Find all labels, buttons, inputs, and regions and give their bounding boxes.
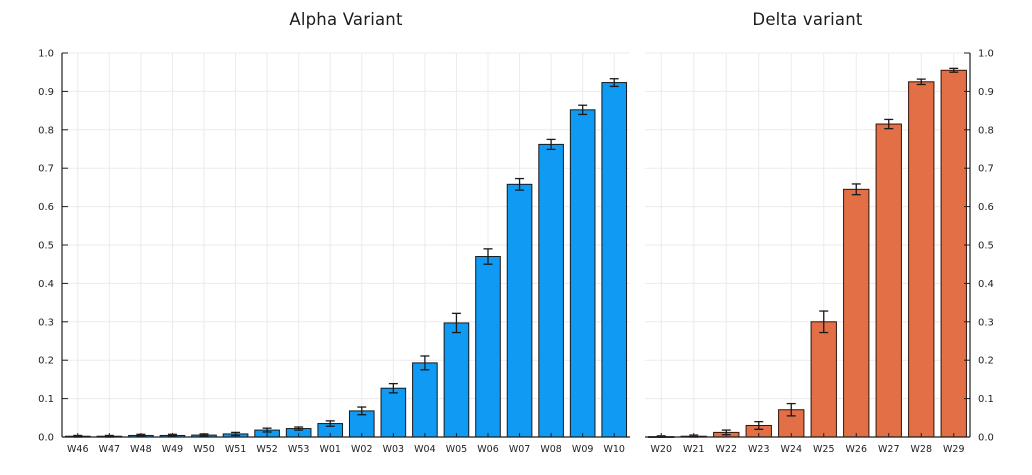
alpha-variant-plot: W46 W47 W48 W49 W50 W51 W52 W53 W01 W02 W03 W04 W05 W… bbox=[38, 49, 630, 455]
y-tick-label: 0.1 bbox=[38, 394, 54, 405]
y-tick-label: 0.7 bbox=[38, 164, 54, 175]
y-tick-label: 0.9 bbox=[978, 87, 994, 98]
x-tick-label: W29 bbox=[943, 444, 964, 455]
error-bar-W23 bbox=[754, 420, 764, 430]
bar-W29 bbox=[940, 69, 967, 438]
x-tick-label: W08 bbox=[540, 444, 561, 455]
y-tick-label: 0.5 bbox=[978, 241, 994, 252]
error-bar-W08 bbox=[546, 138, 556, 151]
bar-W05 bbox=[443, 322, 470, 438]
bar-W08 bbox=[538, 143, 564, 438]
error-bar-W03 bbox=[388, 382, 398, 394]
bar-W25 bbox=[810, 321, 837, 438]
error-bar-W53 bbox=[294, 426, 304, 431]
x-tick-label: W01 bbox=[319, 444, 340, 455]
x-tick-label: W22 bbox=[716, 444, 737, 455]
y-tick-label: 1.0 bbox=[978, 49, 994, 60]
error-bar-W26 bbox=[851, 183, 861, 196]
error-bar-W24 bbox=[786, 402, 796, 417]
y-tick-label: 0.8 bbox=[38, 125, 54, 136]
error-bar-W02 bbox=[357, 406, 367, 416]
x-tick-label: W09 bbox=[572, 444, 593, 455]
x-tick-label: W02 bbox=[351, 444, 372, 455]
error-bar-W25 bbox=[819, 310, 829, 334]
error-bar-W05 bbox=[451, 312, 461, 334]
y-tick-label: 0.6 bbox=[978, 202, 994, 213]
x-tick-label: W24 bbox=[781, 444, 802, 455]
x-tick-label: W04 bbox=[414, 444, 435, 455]
error-bar-W52 bbox=[262, 427, 272, 433]
bar-W09 bbox=[569, 109, 596, 438]
x-tick-label: W10 bbox=[603, 444, 624, 455]
bar-W10 bbox=[601, 82, 628, 438]
y-tick-label: 0.3 bbox=[978, 317, 994, 328]
error-bar-W10 bbox=[609, 78, 619, 88]
y-tick-label: 0.9 bbox=[38, 87, 54, 98]
error-bar-W01 bbox=[325, 420, 335, 427]
x-tick-label: W46 bbox=[67, 444, 88, 455]
y-tick-label: 0.1 bbox=[978, 394, 994, 405]
error-bar-W29 bbox=[949, 67, 959, 73]
y-tick-label: 0.0 bbox=[38, 433, 54, 444]
x-tick-label: W51 bbox=[225, 444, 246, 455]
x-tick-label: W07 bbox=[509, 444, 530, 455]
error-bar-W04 bbox=[420, 355, 430, 371]
y-tick-label: 0.8 bbox=[978, 125, 994, 136]
bar-W28 bbox=[908, 81, 935, 438]
delta-variant-plot: W20 W21 W22 W23 W24 W25 W26 W27 W28 W29 0.0 0.1 0.2 0… bbox=[645, 49, 994, 455]
x-tick-label: W06 bbox=[477, 444, 498, 455]
x-tick-label: W53 bbox=[288, 444, 309, 455]
bar-W26 bbox=[843, 188, 870, 438]
error-bar-W28 bbox=[916, 78, 926, 86]
bar-W04 bbox=[412, 362, 438, 438]
bar-W06 bbox=[475, 256, 501, 438]
error-bar-W27 bbox=[884, 118, 894, 130]
x-tick-label: W50 bbox=[193, 444, 214, 455]
x-tick-label: W52 bbox=[256, 444, 277, 455]
y-tick-label: 0.5 bbox=[38, 241, 54, 252]
bar-W27 bbox=[875, 123, 902, 438]
y-tick-label: 0.7 bbox=[978, 164, 994, 175]
y-tick-label: 0.6 bbox=[38, 202, 54, 213]
y-tick-label: 0.0 bbox=[978, 433, 994, 444]
x-tick-label: W27 bbox=[878, 444, 899, 455]
y-tick-label: 0.3 bbox=[38, 317, 54, 328]
x-tick-label: W20 bbox=[651, 444, 672, 455]
y-tick-label: 0.4 bbox=[978, 279, 994, 290]
alpha-variant-chart-title: Alpha Variant bbox=[289, 10, 403, 29]
error-bar-W07 bbox=[515, 177, 525, 191]
bar-W07 bbox=[506, 183, 533, 438]
x-tick-label: W25 bbox=[813, 444, 834, 455]
x-tick-label: W05 bbox=[446, 444, 467, 455]
x-tick-label: W47 bbox=[99, 444, 120, 455]
x-tick-label: W28 bbox=[911, 444, 932, 455]
x-tick-label: W26 bbox=[846, 444, 867, 455]
y-tick-label: 1.0 bbox=[38, 49, 54, 60]
delta-variant-chart-title: Delta variant bbox=[752, 10, 863, 29]
error-bar-W06 bbox=[483, 248, 493, 265]
bar-W03 bbox=[380, 387, 407, 438]
x-tick-label: W23 bbox=[748, 444, 769, 455]
x-tick-label: W48 bbox=[130, 444, 151, 455]
y-tick-label: 0.2 bbox=[38, 356, 54, 367]
y-tick-label: 0.4 bbox=[38, 279, 54, 290]
x-tick-label: W21 bbox=[683, 444, 704, 455]
error-bar-W09 bbox=[578, 104, 588, 116]
x-tick-label: W49 bbox=[162, 444, 183, 455]
x-tick-label: W03 bbox=[383, 444, 404, 455]
y-tick-label: 0.2 bbox=[978, 356, 994, 367]
